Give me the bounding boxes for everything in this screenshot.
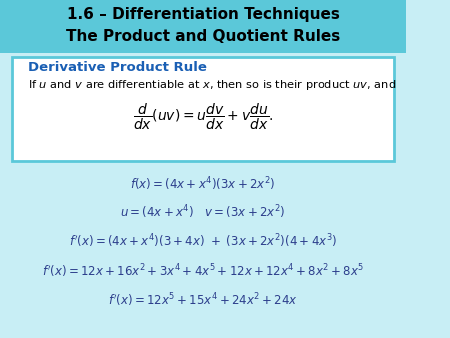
Text: $u = (4x +x^{4}) \quad v = (3x + 2x^{2})$: $u = (4x +x^{4}) \quad v = (3x + 2x^{2})… — [120, 203, 286, 221]
Text: $f^{\prime}(x) = 12x + 16x^{2} + 3x^{4} + 4x^{5} + 12x + 12x^{4} + 8x^{2} + 8x^{: $f^{\prime}(x) = 12x + 16x^{2} + 3x^{4} … — [42, 262, 364, 280]
FancyBboxPatch shape — [12, 57, 394, 161]
Text: $f^{\prime}(x) = 12x^{5} + 15x^{4} + 24x^{2} + 24x$: $f^{\prime}(x) = 12x^{5} + 15x^{4} + 24x… — [108, 291, 298, 309]
Text: The Product and Quotient Rules: The Product and Quotient Rules — [66, 29, 340, 44]
Text: $f^{\prime}(x) = (4x +x^{4})(3 + 4x) \ + \ (3x + 2x^{2})(4 +4x^{3})$: $f^{\prime}(x) = (4x +x^{4})(3 + 4x) \ +… — [69, 233, 337, 250]
Text: $f(x) = (4x + x^{4})(3x + 2x^{2})$: $f(x) = (4x + x^{4})(3x + 2x^{2})$ — [130, 175, 276, 193]
Text: 1.6 – Differentiation Techniques: 1.6 – Differentiation Techniques — [67, 7, 339, 22]
Text: If $u$ and $v$ are differentiable at $x$, then so is their product $uv$, and: If $u$ and $v$ are differentiable at $x$… — [28, 78, 397, 92]
FancyBboxPatch shape — [0, 0, 406, 53]
Text: $\dfrac{d}{dx}(uv) = u\dfrac{dv}{dx} + v\dfrac{du}{dx}.$: $\dfrac{d}{dx}(uv) = u\dfrac{dv}{dx} + v… — [133, 101, 273, 132]
Text: Derivative Product Rule: Derivative Product Rule — [28, 61, 207, 74]
